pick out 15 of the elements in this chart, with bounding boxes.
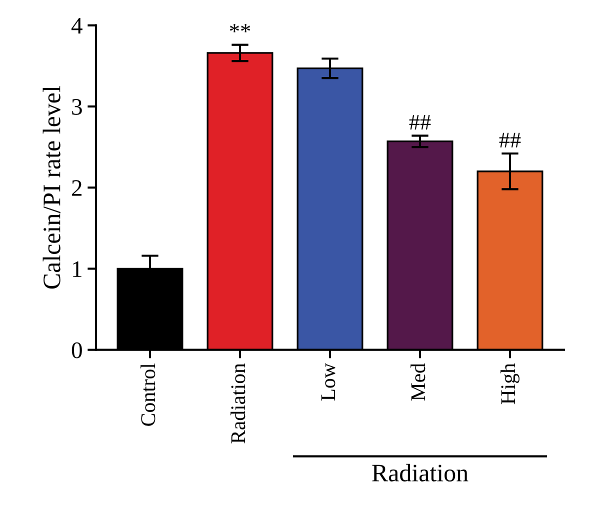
y-tick-label: 0 (72, 342, 82, 358)
text: Radiation (372, 464, 468, 482)
y-tick-label: 2 (72, 180, 82, 196)
y-tick-label: 1 (73, 261, 82, 277)
annotation: ## (409, 115, 431, 130)
y-tick-label: 4 (71, 18, 82, 34)
x-tick-label: Control (140, 363, 156, 426)
x-tick-label: Radiation (230, 363, 246, 444)
x-tick-label: Low (321, 363, 336, 401)
x-tick-label: Med (410, 363, 426, 401)
annotation: ## (499, 132, 521, 148)
x-tick-label: High (500, 363, 520, 404)
y-tick-label: 3 (72, 99, 82, 115)
y-axis-title: Calcein/PI rate level (42, 86, 60, 289)
annotation: ** (230, 24, 250, 32)
